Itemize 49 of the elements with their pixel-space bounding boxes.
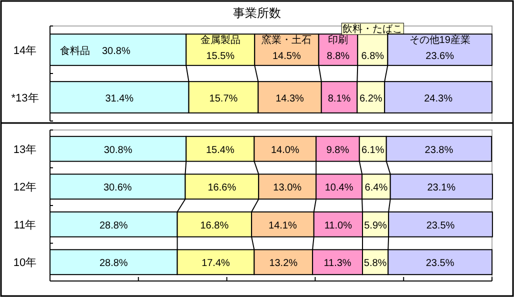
- data-label: 5.8%: [364, 258, 387, 270]
- data-label: 11.3%: [324, 258, 352, 270]
- data-label: 30.6%: [103, 182, 132, 194]
- data-label: 13.2%: [269, 258, 298, 270]
- data-label: 6.8%: [361, 50, 384, 62]
- y-tick-label: 12年: [13, 182, 37, 194]
- data-label: 11.0%: [324, 220, 352, 232]
- data-label: 23.5%: [426, 220, 455, 232]
- data-label: 8.8%: [326, 50, 350, 62]
- data-label: 6.1%: [361, 144, 384, 156]
- data-label: 16.8%: [200, 220, 229, 232]
- data-label: 15.7%: [209, 93, 238, 104]
- data-label: 30.8%: [104, 144, 132, 156]
- chart-title: 事業所数: [233, 6, 281, 20]
- data-label: 13.0%: [273, 182, 302, 194]
- data-label: 17.4%: [202, 258, 230, 270]
- data-label: 23.5%: [426, 258, 454, 270]
- y-tick-label: 14年: [13, 44, 37, 57]
- data-label: 31.4%: [105, 93, 134, 104]
- data-label: 23.1%: [427, 182, 456, 194]
- data-label: 30.8%: [102, 46, 130, 57]
- data-label: 6.4%: [364, 182, 388, 194]
- data-label: 28.8%: [99, 220, 128, 232]
- data-label: 14.1%: [268, 220, 297, 232]
- data-label: 15.4%: [206, 144, 234, 156]
- data-label: 10.4%: [324, 182, 354, 194]
- data-label: 23.8%: [424, 144, 454, 156]
- series-label: その他19産業: [409, 34, 470, 46]
- y-tick-label: 11年: [14, 219, 36, 232]
- series-label: 飲料・たばこ: [342, 23, 403, 36]
- data-label: 14.5%: [272, 50, 301, 62]
- data-label: 14.3%: [276, 93, 304, 104]
- data-label: 16.6%: [208, 182, 236, 194]
- y-tick-label: 10年: [13, 257, 37, 270]
- y-tick-label: 13年: [13, 144, 37, 156]
- series-label: 印刷: [328, 34, 348, 46]
- series-label: 窯業・土石: [262, 34, 312, 46]
- data-label: 15.5%: [206, 50, 235, 62]
- series-label: 食料品: [60, 44, 90, 57]
- data-label: 6.2%: [359, 93, 382, 104]
- data-label: 9.8%: [326, 144, 350, 156]
- series-label: 金属製品: [200, 34, 240, 46]
- data-label: 23.6%: [426, 50, 454, 62]
- data-label: 5.9%: [364, 220, 388, 232]
- y-tick-label: *13年: [11, 92, 39, 104]
- data-label: 28.8%: [99, 258, 128, 270]
- data-label: 24.3%: [424, 93, 453, 104]
- data-label: 8.1%: [328, 93, 351, 104]
- data-label: 14.0%: [270, 144, 300, 156]
